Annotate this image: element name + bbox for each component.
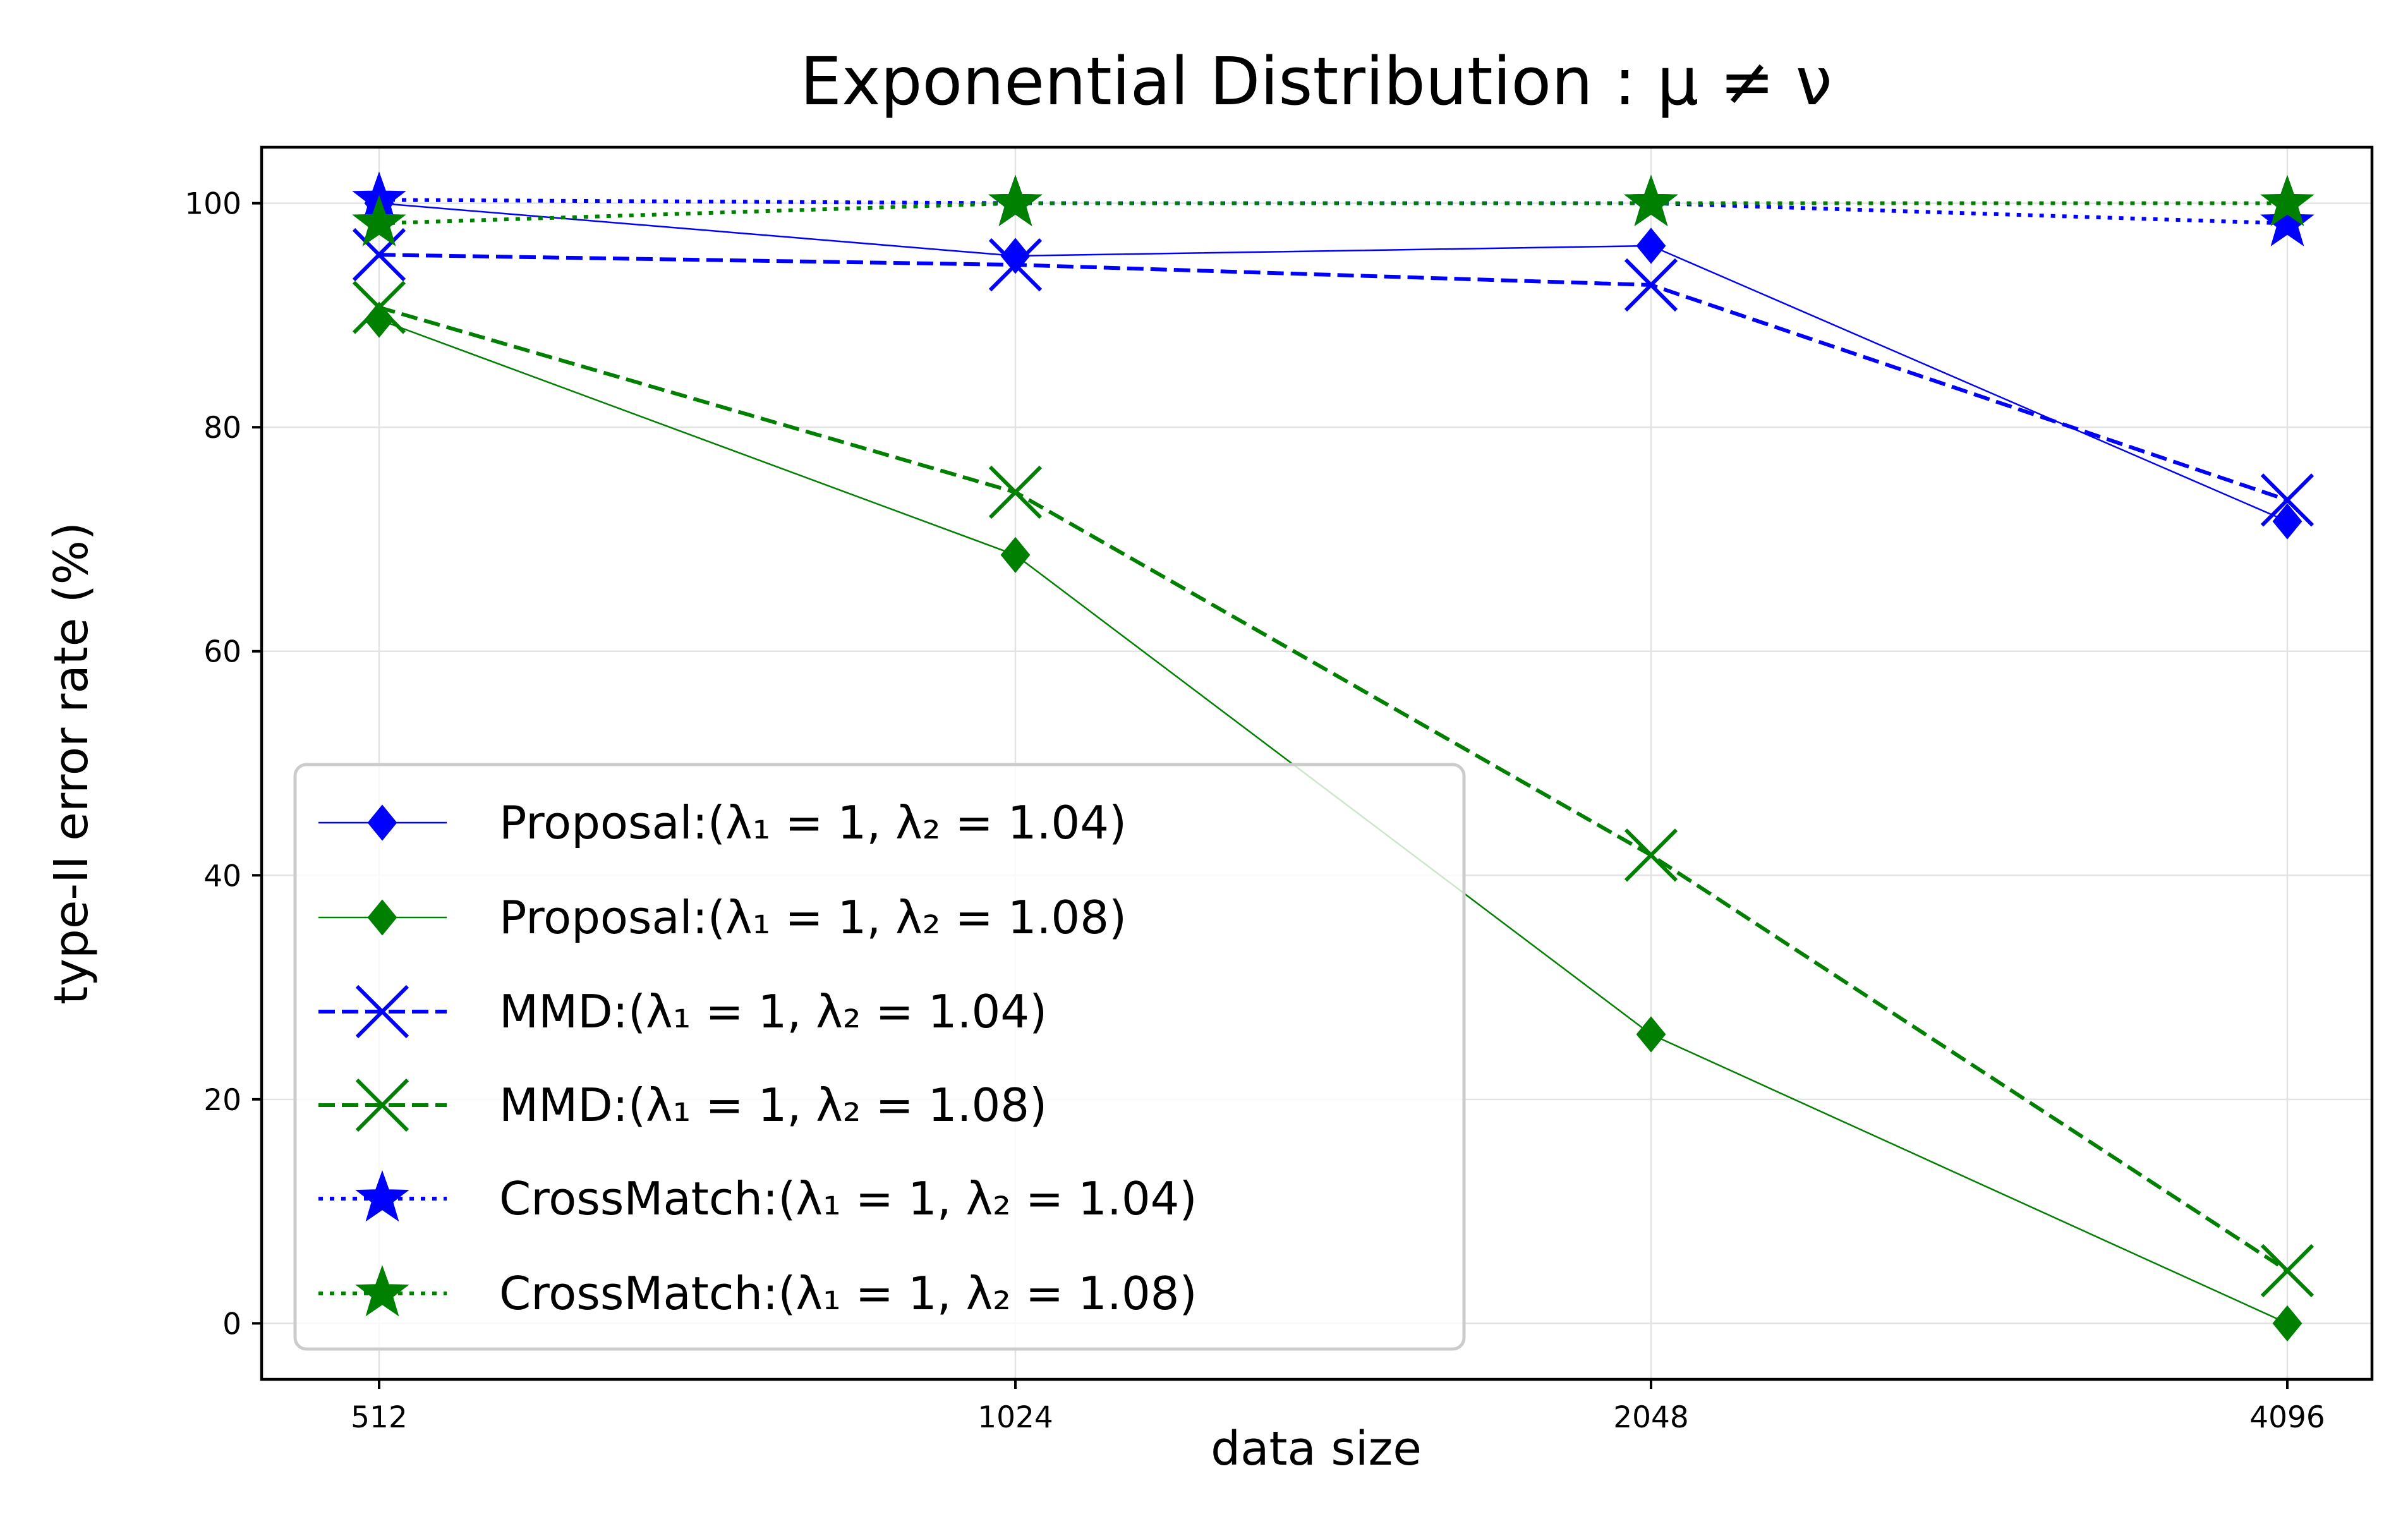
- series-markers-6: [352, 174, 2314, 246]
- chart-title: Exponential Distribution : μ ≠ ν: [800, 43, 1832, 120]
- legend-entry: Proposal:(λ₁ = 1, λ₂ = 1.04): [318, 796, 1127, 849]
- y-tick-label: 100: [185, 187, 241, 222]
- legend-label: Proposal:(λ₁ = 1, λ₂ = 1.04): [499, 796, 1127, 849]
- data-point: [2272, 1305, 2302, 1341]
- x-tick-label: 2048: [1613, 1400, 1689, 1435]
- legend-entry: CrossMatch:(λ₁ = 1, λ₂ = 1.08): [318, 1265, 1197, 1320]
- data-point: [364, 301, 394, 338]
- legend-label: CrossMatch:(λ₁ = 1, λ₂ = 1.08): [499, 1267, 1197, 1320]
- series-markers-2: [364, 301, 2302, 1341]
- data-point: [1636, 227, 1666, 264]
- y-tick-label: 60: [203, 635, 241, 670]
- plot-area-frame: [260, 145, 2374, 1381]
- series-line-4: [378, 305, 2289, 1273]
- data-point: [988, 174, 1043, 227]
- legend-marker: [367, 899, 397, 936]
- x-tick-label: 1024: [977, 1400, 1053, 1435]
- data-point: [2260, 1244, 2314, 1298]
- legend-label: MMD:(λ₁ = 1, λ₂ = 1.04): [499, 985, 1047, 1038]
- legend-marker: [355, 1265, 409, 1317]
- y-tick-label: 20: [203, 1083, 241, 1118]
- series-markers-4: [352, 281, 2314, 1298]
- legend: Proposal:(λ₁ = 1, λ₂ = 1.04) Proposal:(λ₁…: [293, 763, 1466, 1351]
- data-point: [2260, 195, 2314, 246]
- series-layer: [352, 171, 2314, 1341]
- data-point: [988, 465, 1043, 519]
- legend-entry: MMD:(λ₁ = 1, λ₂ = 1.04): [318, 984, 1047, 1039]
- data-point: [1636, 1016, 1666, 1053]
- legend-marker: [355, 1170, 409, 1222]
- y-axis-label: type-II error rate (%): [44, 522, 99, 1005]
- data-point: [1000, 238, 1031, 274]
- legend-frame: [293, 763, 1466, 1351]
- series-path: [378, 202, 2288, 523]
- legend-marker: [355, 1078, 409, 1132]
- series-markers-3: [352, 228, 2314, 527]
- data-point: [1624, 828, 1678, 882]
- legend-label: Proposal:(λ₁ = 1, λ₂ = 1.08): [499, 891, 1127, 944]
- legend-entry: Proposal:(λ₁ = 1, λ₂ = 1.08): [318, 891, 1127, 944]
- legend-entry: CrossMatch:(λ₁ = 1, λ₂ = 1.04): [318, 1170, 1197, 1225]
- data-point: [352, 281, 406, 334]
- y-tick-label: 40: [203, 859, 241, 893]
- x-axis-label: data size: [1211, 1422, 1422, 1476]
- x-tick-label: 512: [351, 1400, 408, 1435]
- data-point: [2272, 503, 2302, 540]
- data-point: [2260, 473, 2314, 527]
- series-line-1: [378, 202, 2288, 523]
- legend-marker: [367, 804, 397, 841]
- axis-ticks: 512 1024 2048 4096 0 20 40 60 80 100: [185, 187, 2325, 1435]
- legend-entry: MMD:(λ₁ = 1, λ₂ = 1.08): [318, 1078, 1047, 1132]
- data-point: [352, 228, 406, 282]
- legend-label: MMD:(λ₁ = 1, λ₂ = 1.08): [499, 1079, 1047, 1132]
- series-line-3: [378, 253, 2288, 502]
- legend-marker: [355, 984, 409, 1039]
- data-point: [1624, 174, 1678, 227]
- x-tick-label: 4096: [2249, 1400, 2325, 1435]
- y-tick-label: 0: [222, 1307, 241, 1341]
- series-path: [378, 253, 2288, 502]
- y-tick-label: 80: [203, 411, 241, 445]
- data-point: [2260, 174, 2314, 227]
- data-point: [352, 195, 406, 246]
- series-path: [378, 305, 2289, 1273]
- data-point: [1000, 536, 1031, 573]
- legend-label: CrossMatch:(λ₁ = 1, λ₂ = 1.04): [499, 1172, 1197, 1225]
- data-point: [1624, 258, 1678, 312]
- data-point: [988, 238, 1043, 292]
